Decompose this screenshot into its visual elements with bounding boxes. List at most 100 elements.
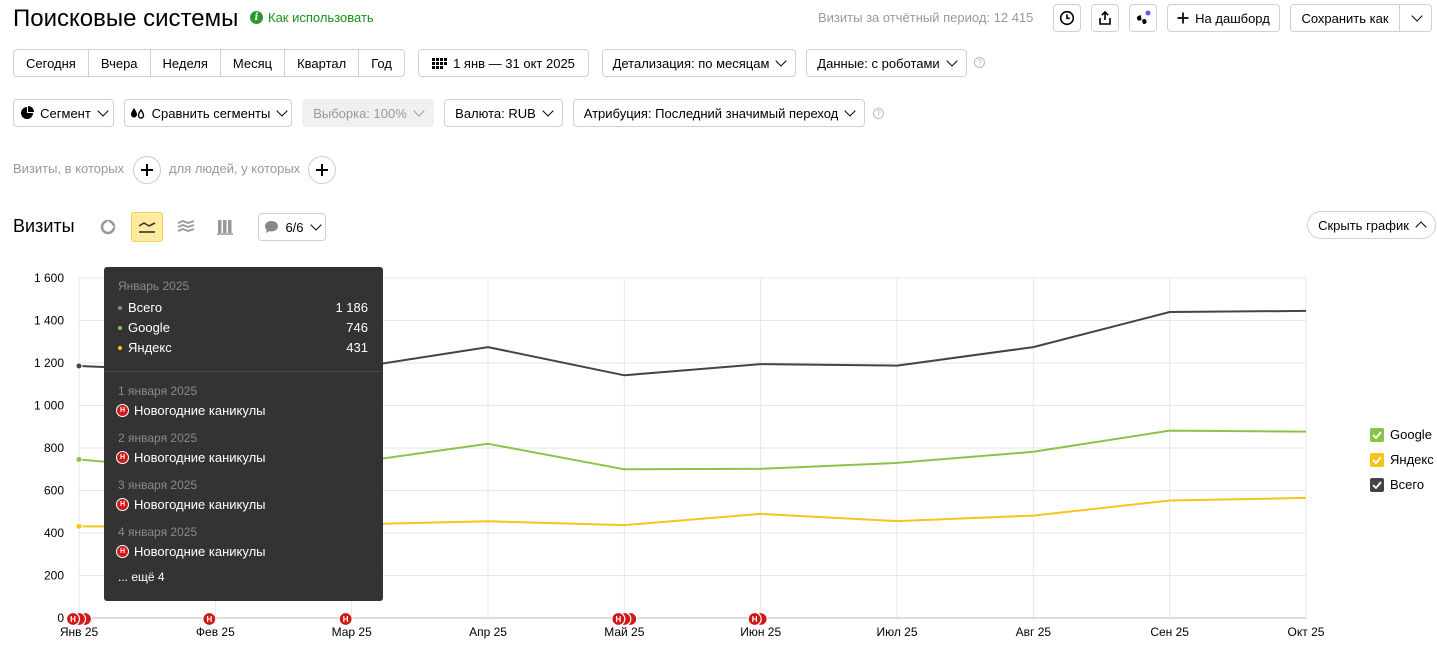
y-tick-label: 1 600 [34, 271, 64, 285]
annotations-dropdown[interactable]: 6/6 [258, 213, 326, 241]
plus-icon [1177, 12, 1189, 24]
help-icon[interactable]: ? [873, 108, 884, 119]
event-item: Н Новогодние каникулы [116, 497, 266, 512]
clock-icon [1059, 10, 1075, 26]
chevron-down-icon [309, 219, 322, 231]
y-tick-label: 1 200 [34, 356, 64, 370]
visits-filter-label: Визиты, в которых [13, 161, 125, 176]
sample-label: Выборка: 100% [313, 105, 407, 121]
period-today[interactable]: Сегодня [14, 50, 89, 76]
period-selector: Сегодня Вчера Неделя Месяц Квартал Год [13, 49, 405, 77]
holiday-badge [65, 611, 81, 627]
history-button[interactable] [1053, 4, 1081, 32]
tooltip-row-value: 431 [346, 340, 368, 355]
hover-point [75, 522, 83, 530]
hide-chart-button[interactable]: Скрыть график [1307, 211, 1436, 239]
currency-label: Валюта: RUB [455, 105, 536, 121]
event-item: Н Новогодние каникулы [116, 544, 266, 559]
holiday-badge-label: Н [343, 615, 349, 624]
segment-dropdown[interactable]: Сегмент [13, 99, 114, 127]
attribution-dropdown[interactable]: Атрибуция: Последний значимый переход [573, 99, 865, 127]
help-icon[interactable]: ? [974, 57, 985, 68]
holiday-badge [202, 611, 217, 627]
chevron-down-icon [542, 105, 554, 117]
legend-item-yandex[interactable]: Яндекс [1370, 452, 1434, 467]
export-button[interactable] [1091, 4, 1119, 32]
tooltip-row-yandex: Яндекс 431 [118, 340, 368, 355]
period-quarter[interactable]: Квартал [285, 50, 360, 76]
tooltip-row-google: Google 746 [118, 320, 368, 335]
date-range-label: 1 янв — 31 окт 2025 [453, 55, 575, 71]
area-view-button[interactable] [170, 212, 202, 242]
annotations-count: 6/6 [285, 219, 304, 235]
currency-dropdown[interactable]: Валюта: RUB [444, 99, 563, 127]
page-title: Поисковые системы [13, 5, 239, 32]
add-to-dashboard-button[interactable]: На дашборд [1167, 4, 1280, 32]
holiday-badge-icon: Н [116, 404, 129, 417]
period-week[interactable]: Неделя [151, 50, 221, 76]
y-tick-label: 800 [44, 441, 64, 455]
hide-chart-label: Скрыть график [1318, 217, 1409, 233]
add-to-dashboard-label: На дашборд [1195, 10, 1270, 26]
holiday-badge [611, 611, 626, 627]
event-item: Н Новогодние каникулы [116, 450, 266, 465]
assistant-icon [1137, 9, 1152, 24]
assistant-button[interactable] [1129, 4, 1157, 32]
tooltip-row-total: Всего 1 186 [118, 300, 368, 315]
holiday-badge [747, 611, 762, 627]
detail-label: Детализация: по месяцам [612, 55, 770, 71]
y-tick-label: 400 [44, 526, 64, 540]
tooltip-row-value: 746 [346, 320, 368, 335]
chevron-down-icon [413, 105, 425, 117]
holiday-badge-label: Н [615, 615, 621, 624]
period-yesterday[interactable]: Вчера [89, 50, 151, 76]
save-as-button[interactable]: Сохранить как [1290, 4, 1400, 32]
holiday-badge [338, 611, 353, 627]
period-year[interactable]: Год [371, 55, 392, 71]
bar-chart-icon [217, 220, 233, 235]
data-mode-label: Данные: с роботами [817, 55, 940, 71]
people-filter-label: для людей, у которых [169, 161, 301, 176]
holiday-badge-icon: Н [116, 498, 129, 511]
x-tick-label: Мар 25 [332, 625, 372, 639]
x-tick-label: Апр 25 [469, 625, 507, 639]
period-month[interactable]: Месяц [221, 50, 286, 76]
checkbox-checked-icon [1370, 477, 1384, 492]
legend-label: Яндекс [1390, 452, 1434, 467]
chevron-up-icon [1415, 221, 1427, 233]
event-name: Новогодние каникулы [134, 544, 266, 559]
holiday-badge-label: Н [206, 615, 212, 624]
hover-point [75, 455, 83, 463]
hover-point [75, 362, 83, 370]
tooltip-row-label: Яндекс [128, 340, 172, 355]
data-mode-dropdown[interactable]: Данные: с роботами [806, 49, 967, 77]
x-tick-label: Авг 25 [1016, 625, 1052, 639]
add-visits-filter-button[interactable] [133, 156, 161, 184]
series-dot [118, 325, 122, 330]
pie-view-button[interactable] [92, 212, 124, 242]
chevron-down-icon [946, 55, 958, 67]
compare-segments-dropdown[interactable]: Сравнить сегменты [124, 99, 292, 127]
tooltip-title: Январь 2025 [118, 279, 190, 293]
calendar-icon [432, 57, 448, 69]
save-options-dropdown[interactable] [1399, 4, 1432, 32]
date-range-picker[interactable]: 1 янв — 31 окт 2025 [418, 49, 589, 77]
how-to-use-label: Как использовать [268, 10, 374, 25]
share-icon [1099, 10, 1111, 25]
how-to-use-link[interactable]: i Как использовать [250, 10, 374, 25]
holiday-badge-label: Н [752, 615, 758, 624]
detail-dropdown[interactable]: Детализация: по месяцам [602, 49, 796, 77]
bar-view-button[interactable] [209, 212, 241, 242]
sample-dropdown[interactable]: Выборка: 100% [302, 99, 434, 127]
x-tick-label: Июл 25 [876, 625, 917, 639]
chevron-down-icon [844, 105, 856, 117]
legend-item-google[interactable]: Google [1370, 427, 1432, 442]
comment-icon [265, 221, 279, 233]
add-people-filter-button[interactable] [308, 156, 336, 184]
chart-tooltip: Январь 2025 Всего 1 186 Google 746 Яндек… [104, 267, 383, 601]
legend-item-total[interactable]: Всего [1370, 477, 1424, 492]
line-view-button[interactable] [131, 212, 163, 242]
y-tick-label: 1 000 [34, 399, 64, 413]
chevron-down-icon [276, 105, 288, 117]
tooltip-more-link[interactable]: ... ещё 4 [118, 570, 165, 584]
